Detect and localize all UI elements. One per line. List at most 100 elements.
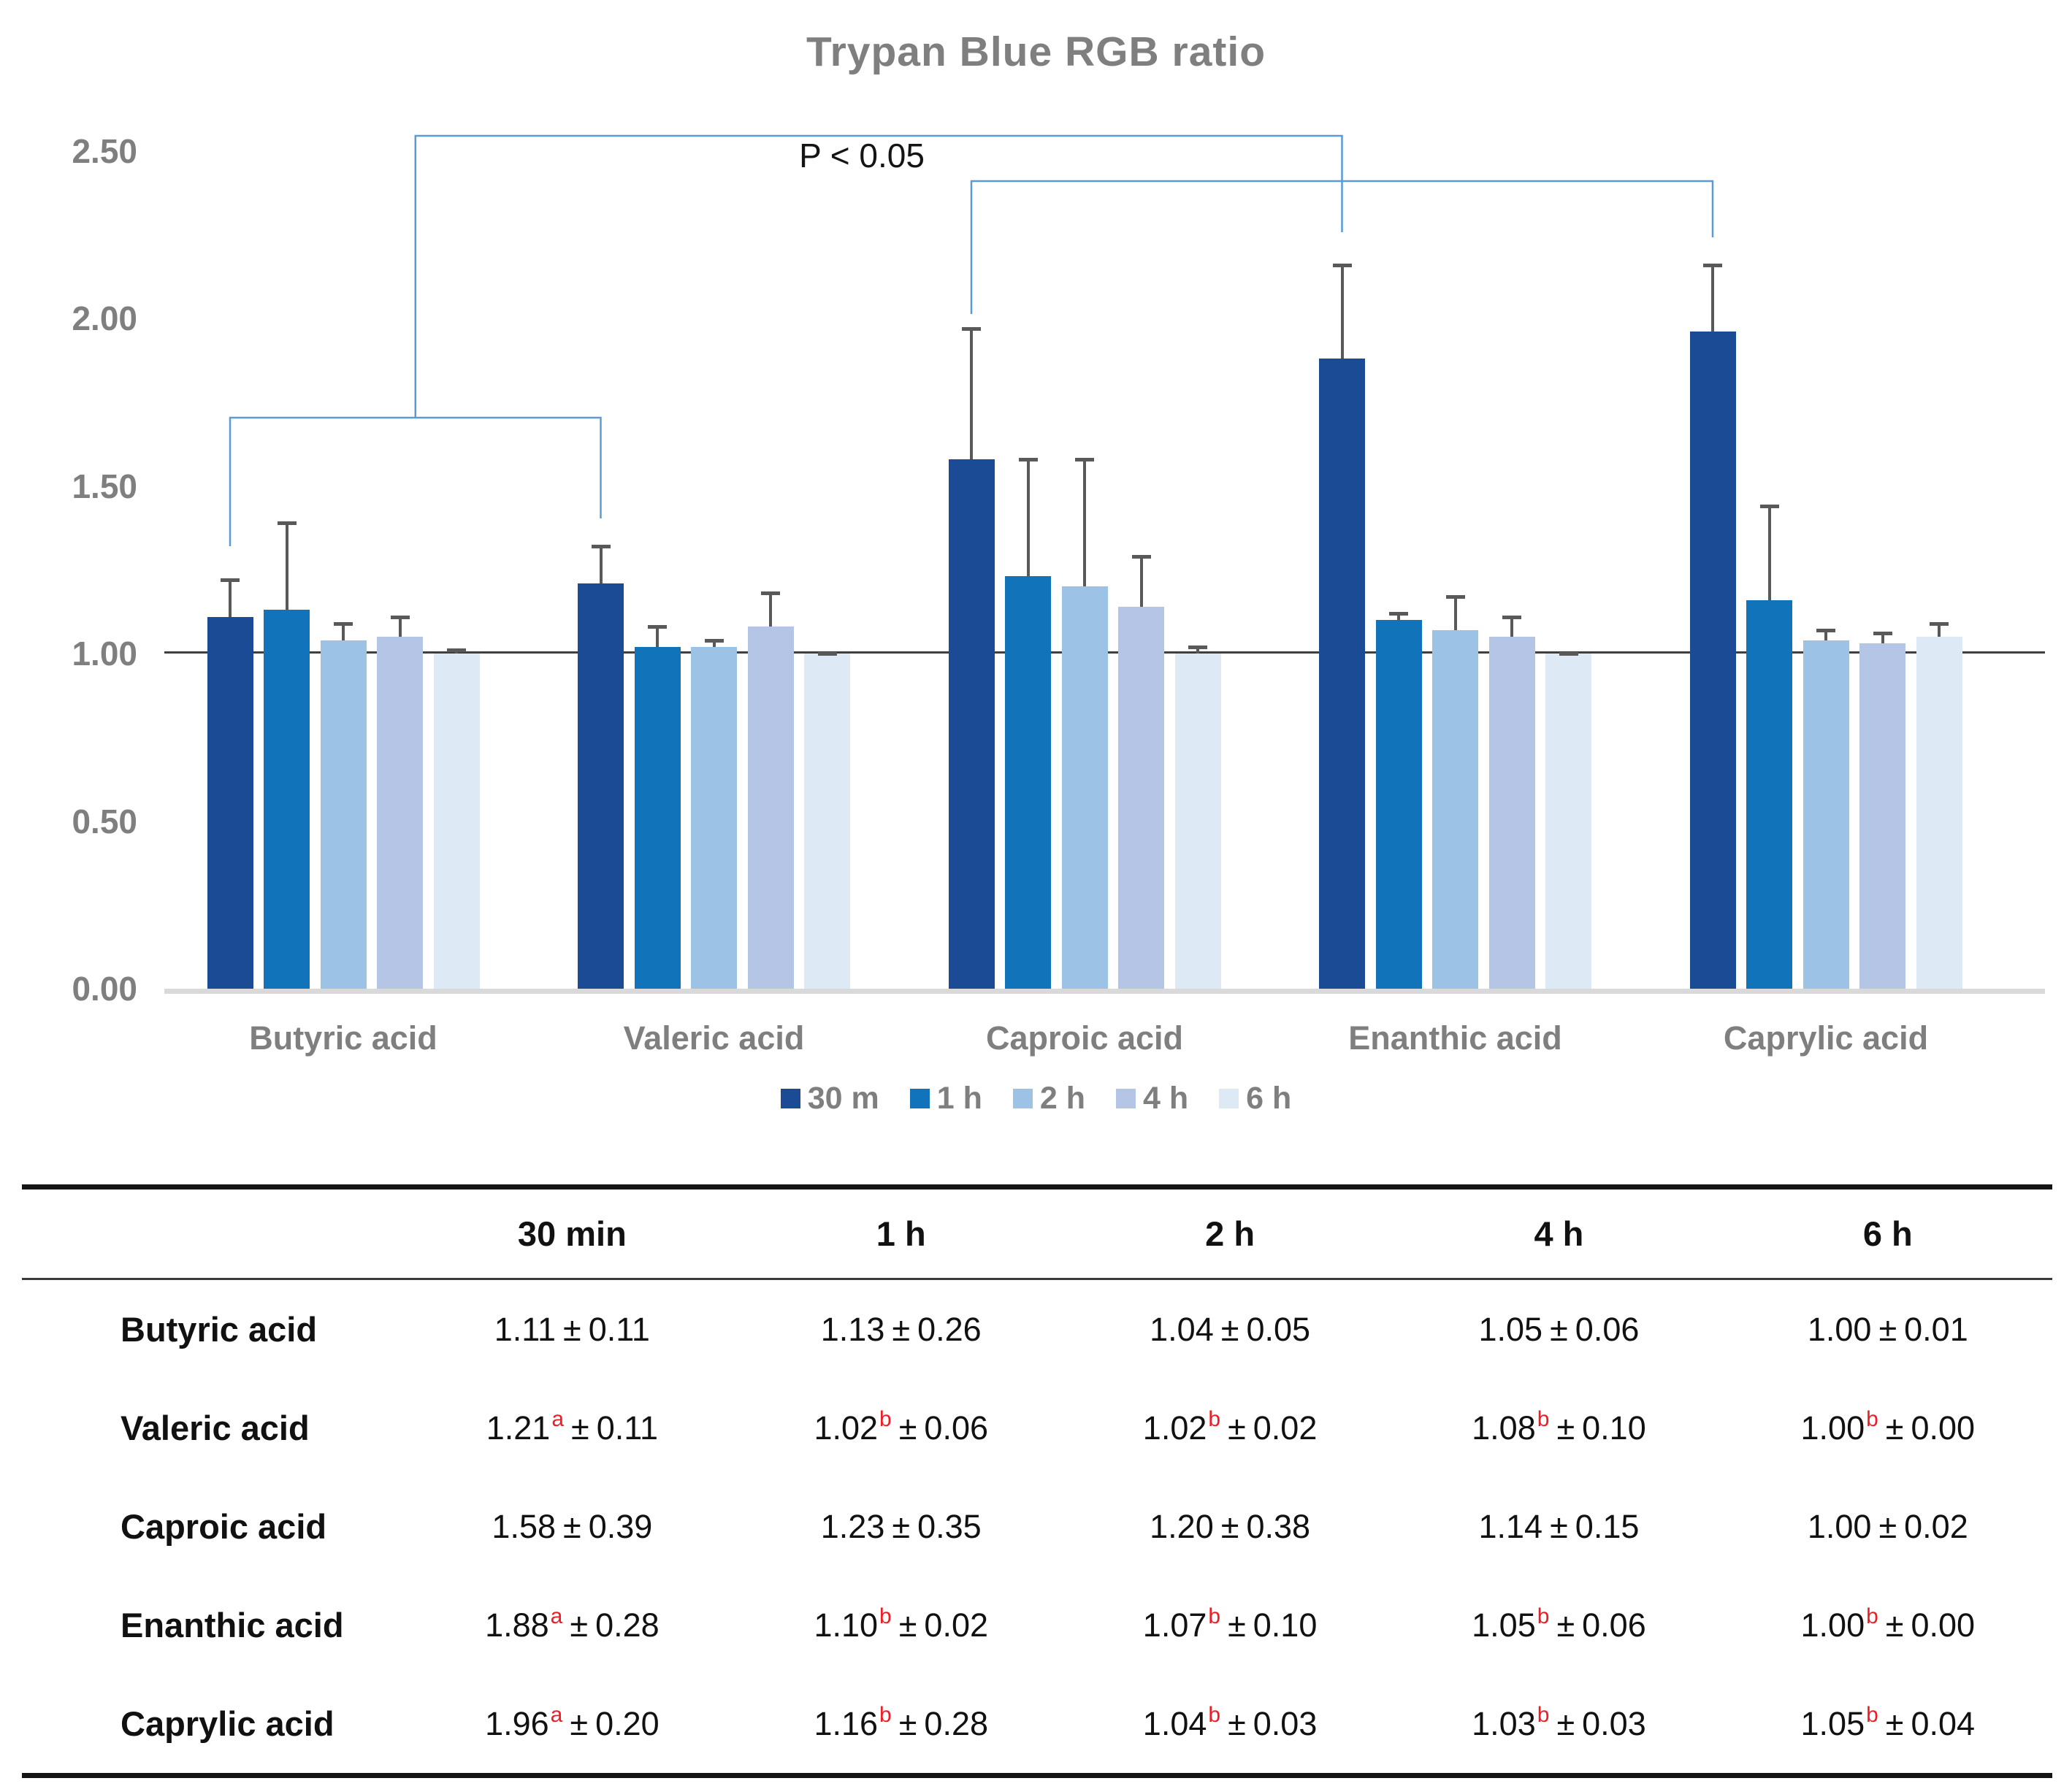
table-value-cell: 1.04 ±0.05: [1066, 1279, 1394, 1379]
error-bar-cap: [1188, 646, 1207, 649]
error-bar-cap: [1445, 595, 1465, 599]
y-axis-tick-label: 1.00: [72, 635, 137, 673]
table-body: Butyric acid 1.11 ±0.11 1.13 ±0.26 1.04 ±0.05 1…: [22, 1279, 2052, 1776]
value-sd: 0.11: [596, 1409, 658, 1447]
y-axis-tick-label: 0.00: [72, 970, 137, 1008]
bar: [1174, 654, 1221, 989]
table-row-label: Caprylic acid: [121, 1704, 334, 1743]
legend-swatch: [1012, 1089, 1033, 1108]
error-bar-cap: [1131, 555, 1151, 559]
bar: [1689, 332, 1736, 989]
plus-minus: ±: [1878, 1310, 1897, 1348]
error-bar-cap: [1075, 458, 1094, 461]
table-value-cell: 1.03b ±0.03: [1394, 1674, 1723, 1776]
table-value-cell: 1.13 ±0.26: [737, 1279, 1066, 1379]
table-value-cell: 1.10b ±0.02: [737, 1576, 1066, 1674]
error-bar-cap: [1018, 458, 1038, 461]
table-value-cell: 1.96a ±0.20: [408, 1674, 736, 1776]
table-value-cell: 1.58 ±0.39: [408, 1477, 736, 1576]
plus-minus: ±: [898, 1704, 917, 1742]
x-axis-category-label: Valeric acid: [623, 1019, 805, 1057]
error-bar-cap: [1873, 632, 1892, 635]
plus-minus: ±: [1885, 1409, 1904, 1447]
y-axis-tick-label: 2.00: [72, 299, 137, 337]
error-bar-cap: [1759, 505, 1779, 508]
error-bar-stem: [769, 593, 772, 627]
x-axis-category-label: Butyric acid: [249, 1019, 437, 1057]
value-mean: 1.00: [1800, 1606, 1865, 1644]
plus-minus: ±: [898, 1409, 917, 1447]
value-mean: 1.05: [1800, 1704, 1865, 1742]
table-row: Butyric acid 1.11 ±0.11 1.13 ±0.26 1.04 ±0.05 1…: [22, 1279, 2052, 1379]
table-value-cell: 1.05b ±0.04: [1724, 1674, 2052, 1776]
table-row-label: Enanthic acid: [121, 1606, 344, 1644]
value-mean: 1.88: [485, 1606, 549, 1644]
value-mean: 1.03: [1472, 1704, 1536, 1742]
value-sd: 0.38: [1246, 1507, 1311, 1545]
plus-minus: ±: [1220, 1507, 1239, 1545]
legend-label: 1 h: [936, 1081, 982, 1116]
bar: [578, 583, 624, 989]
bar: [1061, 586, 1108, 989]
legend: 30 m 1 h 2 h 4 h 6 h: [0, 1081, 2072, 1116]
value-superscript: b: [1866, 1604, 1878, 1628]
value-mean: 1.04: [1142, 1704, 1207, 1742]
error-bar-cap: [704, 639, 724, 643]
value-mean: 1.14: [1478, 1507, 1543, 1545]
table-value-cell: 1.04b ±0.03: [1066, 1674, 1394, 1776]
value-sd: 0.39: [588, 1507, 653, 1545]
bar: [804, 654, 850, 989]
bar: [1118, 607, 1164, 989]
value-sd: 0.11: [588, 1310, 650, 1348]
legend-label: 30 m: [807, 1081, 879, 1116]
error-bar-stem: [1824, 630, 1827, 640]
plus-minus: ±: [1228, 1606, 1246, 1644]
value-sd: 0.02: [1904, 1507, 1968, 1545]
y-axis-tick-label: 1.50: [72, 467, 137, 505]
table-value-cell: 1.23 ±0.35: [737, 1477, 1066, 1576]
table-value-cell: 1.05b ±0.06: [1394, 1576, 1723, 1674]
plus-minus: ±: [898, 1606, 917, 1644]
value-mean: 1.58: [492, 1507, 557, 1545]
error-bar-stem: [398, 617, 402, 637]
error-bar-stem: [1026, 459, 1030, 576]
value-mean: 1.00: [1800, 1409, 1865, 1447]
error-bar-cap: [447, 648, 466, 652]
error-bar-stem: [1938, 624, 1941, 637]
value-superscript: b: [879, 1604, 892, 1628]
value-sd: 0.10: [1582, 1409, 1646, 1447]
table-value-cell: 1.05 ±0.06: [1394, 1279, 1723, 1379]
value-sd: 0.00: [1911, 1409, 1976, 1447]
plus-minus: ±: [892, 1310, 911, 1348]
value-sd: 0.20: [595, 1704, 660, 1742]
error-bar-stem: [342, 624, 345, 640]
error-bar-stem: [1510, 617, 1513, 637]
value-mean: 1.21: [486, 1409, 551, 1447]
error-bar-cap: [390, 616, 410, 619]
value-superscript: b: [879, 1406, 892, 1431]
x-axis-baseline: [164, 989, 2045, 994]
bar: [1803, 640, 1849, 989]
plus-minus: ±: [1885, 1704, 1904, 1742]
table-value-cell: 1.00 ±0.02: [1724, 1477, 2052, 1576]
table-value-cell: 1.16b ±0.28: [737, 1674, 1066, 1776]
legend-item: 2 h: [1012, 1081, 1085, 1116]
value-mean: 1.10: [814, 1606, 879, 1644]
bar: [377, 637, 423, 989]
legend-label: 6 h: [1246, 1081, 1292, 1116]
error-bar-stem: [1196, 647, 1199, 654]
value-sd: 0.01: [1904, 1310, 1968, 1348]
table-value-cell: 1.00b ±0.00: [1724, 1576, 2052, 1674]
error-bar-cap: [221, 578, 240, 582]
value-superscript: a: [550, 1702, 563, 1727]
plus-minus: ±: [892, 1507, 911, 1545]
legend-item: 6 h: [1219, 1081, 1291, 1116]
plus-minus: ±: [1556, 1606, 1575, 1644]
value-superscript: b: [1537, 1702, 1550, 1727]
value-sd: 0.04: [1911, 1704, 1976, 1742]
legend-item: 1 h: [909, 1081, 982, 1116]
plus-minus: ±: [1220, 1310, 1239, 1348]
error-bar-cap: [1703, 264, 1722, 267]
value-mean: 1.13: [820, 1310, 885, 1348]
